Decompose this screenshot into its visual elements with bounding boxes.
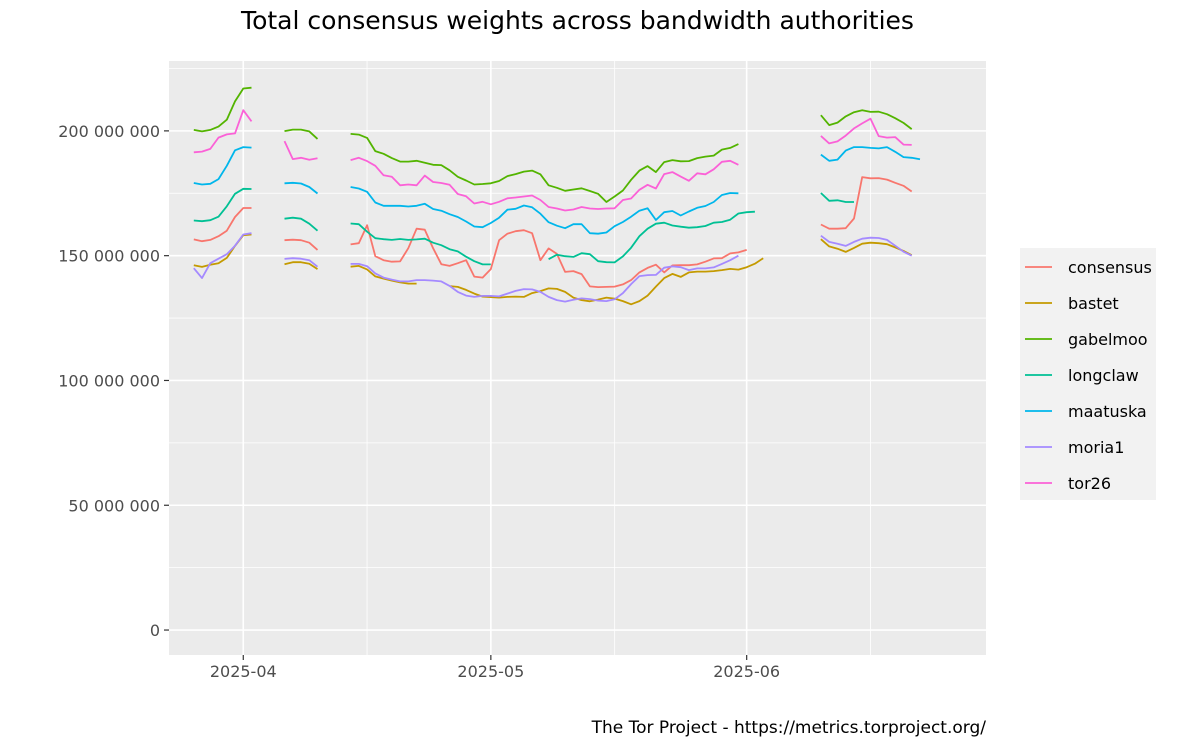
axis-layer: 0 50 000 000 100 000 000 150 000 000 200 000… bbox=[58, 122, 780, 681]
x-tick-label: 2025-05 bbox=[457, 662, 524, 681]
series-line-maatuska bbox=[193, 146, 252, 186]
series-line-bastet bbox=[449, 257, 764, 306]
legend-label-bastet: bastet bbox=[1068, 294, 1119, 313]
series-line-longclaw bbox=[284, 216, 319, 232]
series-line-tor26 bbox=[283, 140, 318, 161]
series-line-consensus bbox=[350, 224, 747, 289]
series-longclaw bbox=[193, 187, 854, 266]
legend-item-maatuska: maatuska bbox=[1021, 394, 1147, 428]
y-tick-label: 150 000 000 bbox=[58, 247, 160, 266]
series-line-moria1 bbox=[350, 254, 739, 303]
series-maatuska bbox=[193, 146, 921, 235]
series-line-maatuska bbox=[820, 146, 921, 162]
series-line-consensus bbox=[284, 238, 319, 251]
series-moria1 bbox=[193, 232, 913, 303]
x-tick-label: 2025-04 bbox=[210, 662, 277, 681]
legend-label-maatuska: maatuska bbox=[1068, 402, 1147, 421]
grid-layer bbox=[110, 61, 986, 655]
series-line-longclaw bbox=[820, 192, 854, 203]
legend-label-consensus: consensus bbox=[1068, 258, 1152, 277]
series-line-maatuska bbox=[284, 181, 319, 195]
series-line-moria1 bbox=[193, 232, 252, 280]
y-tick-label: 100 000 000 bbox=[58, 371, 160, 390]
series-line-longclaw bbox=[548, 210, 755, 264]
legend-item-moria1: moria1 bbox=[1021, 430, 1124, 464]
series-line-consensus bbox=[193, 207, 252, 243]
series-line-bastet bbox=[284, 261, 318, 270]
series-line-gabelmoo bbox=[820, 109, 913, 130]
series-line-bastet bbox=[350, 264, 417, 285]
series-gabelmoo bbox=[193, 86, 913, 203]
series-line-maatuska bbox=[350, 186, 739, 235]
legend-item-tor26: tor26 bbox=[1021, 466, 1111, 500]
legend-label-tor26: tor26 bbox=[1068, 474, 1111, 493]
series-line-gabelmoo bbox=[350, 133, 739, 203]
x-tick-label: 2025-06 bbox=[713, 662, 780, 681]
series-line-moria1 bbox=[820, 234, 913, 257]
legend-label-gabelmoo: gabelmoo bbox=[1068, 330, 1148, 349]
y-tick-label: 50 000 000 bbox=[68, 496, 160, 515]
plot-panel-background bbox=[169, 61, 986, 655]
series-line-bastet bbox=[820, 238, 913, 256]
y-tick-label: 0 bbox=[150, 621, 160, 640]
series-line-gabelmoo bbox=[193, 86, 252, 133]
series-line-tor26 bbox=[193, 109, 253, 154]
legend-item-bastet: bastet bbox=[1021, 286, 1119, 320]
series-line-tor26 bbox=[820, 117, 912, 146]
series-line-consensus bbox=[820, 176, 913, 230]
series-line-tor26 bbox=[350, 156, 739, 212]
series-line-longclaw bbox=[193, 187, 252, 223]
legend-item-consensus: consensus bbox=[1021, 250, 1152, 284]
series-consensus bbox=[193, 176, 913, 289]
legend-item-gabelmoo: gabelmoo bbox=[1021, 322, 1148, 356]
series-layer bbox=[193, 86, 921, 306]
chart-title: Total consensus weights across bandwidth… bbox=[241, 6, 914, 35]
series-line-moria1 bbox=[284, 257, 319, 268]
legend: consensus bastet gabelmoo longclaw maatuska m… bbox=[1021, 250, 1152, 500]
legend-item-longclaw: longclaw bbox=[1021, 358, 1139, 392]
chart-caption: The Tor Project - https://metrics.torpro… bbox=[591, 718, 986, 738]
legend-label-moria1: moria1 bbox=[1068, 438, 1124, 457]
y-tick-label: 200 000 000 bbox=[58, 122, 160, 141]
series-line-longclaw bbox=[350, 222, 491, 266]
series-tor26 bbox=[193, 109, 912, 212]
series-line-gabelmoo bbox=[284, 128, 319, 140]
legend-label-longclaw: longclaw bbox=[1068, 366, 1139, 385]
